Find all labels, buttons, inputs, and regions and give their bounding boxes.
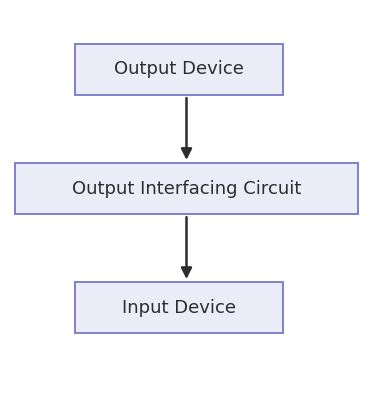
- FancyBboxPatch shape: [75, 282, 283, 333]
- Text: Input Device: Input Device: [122, 299, 236, 317]
- Text: Output Interfacing Circuit: Output Interfacing Circuit: [72, 179, 301, 198]
- FancyBboxPatch shape: [75, 44, 283, 95]
- Text: Output Device: Output Device: [114, 60, 244, 79]
- FancyBboxPatch shape: [15, 163, 358, 214]
